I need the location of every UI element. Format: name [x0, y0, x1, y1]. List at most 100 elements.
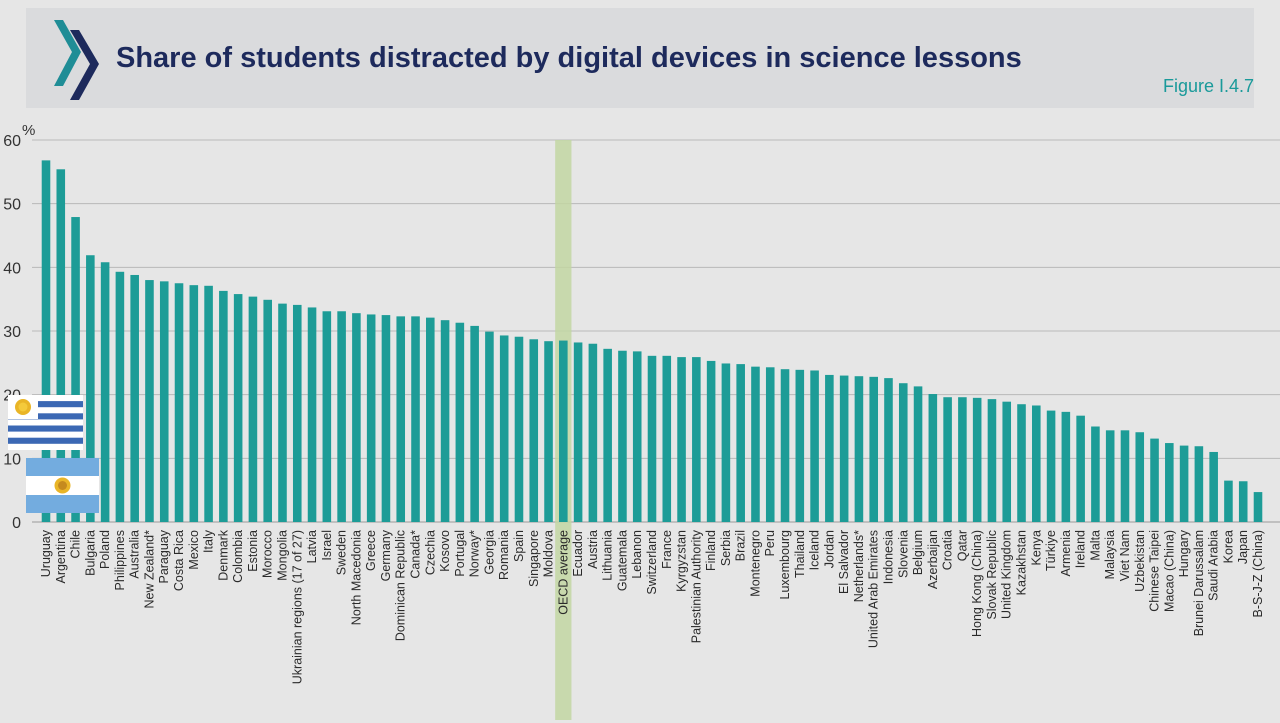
y-tick-label: 60: [3, 133, 21, 150]
x-tick-label: Georgia: [482, 530, 496, 575]
bar: [839, 375, 849, 522]
x-tick-label: Korea: [1221, 530, 1235, 563]
x-tick-label: Ecuador: [571, 530, 585, 577]
x-tick-label: Thailand: [793, 530, 807, 578]
x-tick-label: B-S-J-Z (China): [1251, 530, 1265, 618]
x-tick-label: Canada*: [409, 530, 423, 579]
x-tick-label: Paraguay: [157, 529, 171, 583]
x-tick-label: Poland: [98, 530, 112, 569]
bar: [884, 378, 893, 522]
bar: [159, 281, 169, 522]
bar: [440, 320, 450, 522]
bar: [706, 360, 716, 522]
x-tick-label: Iceland: [808, 530, 822, 570]
bar: [1165, 443, 1174, 522]
bar: [145, 280, 154, 522]
header-banner: Share of students distracted by digital …: [26, 8, 1254, 108]
x-tick-label: Argentina: [54, 530, 68, 584]
x-tick-label: Ukrainian regions (17 of 27): [290, 530, 304, 684]
x-tick-label: Azerbaijan: [926, 530, 940, 589]
x-tick-label: Belgium: [911, 530, 925, 575]
bar: [514, 336, 524, 522]
x-tick-label: Kenya: [1029, 530, 1043, 565]
x-tick-label: Montenegro: [748, 530, 762, 597]
bar: [322, 311, 332, 522]
bar: [677, 357, 686, 522]
bar: [189, 285, 199, 522]
bar: [751, 366, 760, 522]
bar: [647, 355, 657, 522]
bar: [913, 386, 923, 522]
bar: [1046, 410, 1056, 522]
bar: [810, 370, 819, 522]
bar: [544, 341, 553, 522]
x-tick-label: Netherlands*: [852, 530, 866, 602]
x-tick-label: Ireland: [1074, 530, 1088, 568]
bar: [1253, 492, 1263, 522]
x-tick-label: Jordan: [822, 530, 836, 568]
x-tick-label: Türkiye: [1044, 530, 1058, 571]
x-tick-label: Bulgaria: [83, 530, 97, 576]
bar: [780, 369, 790, 522]
bar: [1238, 481, 1248, 522]
bar: [943, 397, 952, 522]
x-tick-label: Peru: [763, 530, 777, 556]
x-tick-label: Portugal: [453, 530, 467, 577]
y-tick-label: 40: [3, 260, 21, 277]
bar: [958, 397, 967, 522]
x-tick-label: Chinese Taipei: [1148, 530, 1162, 612]
bar: [1061, 411, 1071, 522]
x-tick-label: Slovak Republic: [985, 530, 999, 620]
y-tick-label: 50: [3, 197, 21, 214]
bar: [411, 316, 420, 522]
y-tick-label: 10: [3, 451, 21, 468]
bar: [1076, 415, 1085, 522]
x-tick-label: OECD average: [556, 530, 570, 615]
bar: [854, 376, 864, 522]
x-tick-label: Latvia: [305, 530, 319, 563]
bar: [337, 311, 346, 522]
x-tick-label: Luxembourg: [778, 530, 792, 600]
x-tick-label: Sweden: [335, 530, 349, 575]
x-tick-label: Estonia: [246, 530, 260, 572]
x-tick-label: Brazil: [734, 530, 748, 561]
bar: [130, 274, 139, 522]
x-tick-label: Kyrgyzstan: [675, 530, 689, 592]
x-tick-label: Japan: [1236, 530, 1250, 564]
x-tick-label: Israel: [320, 530, 334, 561]
bar: [825, 374, 834, 522]
x-tick-label: United Kingdom: [1000, 530, 1014, 619]
chart-title: Share of students distracted by digital …: [116, 42, 1022, 74]
y-tick-label: 0: [12, 515, 21, 532]
bar: [455, 322, 465, 522]
x-tick-label: Uzbekistan: [1133, 530, 1147, 592]
x-tick-label: United Arab Emirates: [867, 530, 881, 648]
x-tick-label: Kosovo: [438, 530, 452, 572]
x-tick-label: Qatar: [955, 530, 969, 561]
bar: [765, 367, 775, 522]
x-tick-label: North Macedonia: [349, 530, 363, 625]
x-tick-label: Greece: [364, 530, 378, 571]
x-tick-label: Malta: [1088, 530, 1102, 561]
bar: [292, 304, 302, 522]
x-tick-label: Lebanon: [630, 530, 644, 579]
x-tick-label: Malaysia: [1103, 530, 1117, 579]
x-tick-label: Mongolia: [275, 530, 289, 581]
bar: [559, 340, 568, 522]
bar: [278, 303, 287, 522]
bar: [573, 342, 583, 522]
x-tick-label: Singapore: [527, 530, 541, 587]
x-tick-label: Chile: [69, 530, 83, 559]
bar: [174, 283, 184, 522]
bar: [588, 343, 598, 522]
bar: [426, 317, 435, 522]
bar: [41, 160, 51, 522]
bar: [1091, 426, 1100, 522]
x-tick-label: Guatemala: [615, 530, 629, 591]
bar: [485, 331, 494, 522]
x-tick-label: Mexico: [187, 530, 201, 570]
bar: [86, 255, 95, 522]
x-tick-label: Spain: [512, 530, 526, 562]
bar: [662, 355, 672, 522]
